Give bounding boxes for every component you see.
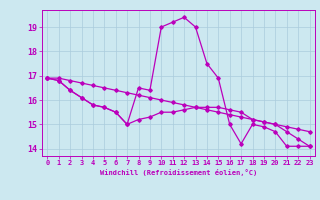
X-axis label: Windchill (Refroidissement éolien,°C): Windchill (Refroidissement éolien,°C) (100, 169, 257, 176)
